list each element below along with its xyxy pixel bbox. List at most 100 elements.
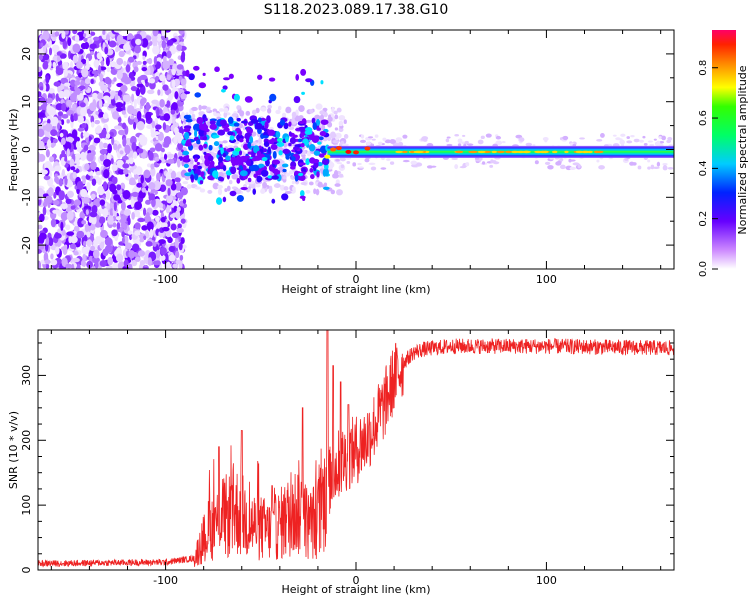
spectrogram-halo-cell <box>389 139 397 144</box>
spectrogram-noise-cell <box>139 98 145 107</box>
spectrogram-band-peak <box>477 150 486 154</box>
spectrogram-halo-cell <box>213 111 217 116</box>
spectrogram-scatter-cell <box>215 165 221 170</box>
spectrogram-scatter-cell <box>212 170 219 178</box>
spectrogram-noise-cell <box>66 99 73 107</box>
spectrogram-hot-cell <box>345 149 352 154</box>
spectrogram-noise-cell <box>89 223 96 231</box>
spectrogram-noise-cell <box>44 123 53 132</box>
spectrogram-noise-cell <box>137 177 142 185</box>
spectrogram-noise-cell <box>43 60 49 66</box>
spectrogram-noise-cell <box>71 129 78 139</box>
spectrogram-noise-cell <box>78 85 86 90</box>
spectrogram-noise-cell <box>84 163 90 171</box>
spectrogram-halo-cell <box>653 138 657 141</box>
spectrogram-noise-cell <box>86 231 91 238</box>
spectrogram-ylabel: Frequency (Hz) <box>7 109 20 192</box>
spectrogram-noise-cell <box>150 167 156 177</box>
spectrogram-halo-cell <box>183 117 187 125</box>
spectrogram-noise-cell <box>161 39 167 49</box>
spectrogram-halo-cell <box>568 158 572 163</box>
spectrogram-scatter-cell <box>260 169 269 177</box>
spectrogram-halo-cell <box>579 137 585 140</box>
spectrogram-noise-cell <box>123 60 127 67</box>
spectrogram-halo-cell <box>643 143 648 146</box>
spectrogram-noise-cell <box>166 100 171 108</box>
spectrogram-noise-cell <box>56 55 61 62</box>
spectrogram-halo-cell <box>236 105 241 110</box>
snr-ticks: -100 0 100 0 100 200 300 <box>20 330 674 587</box>
spectrogram-noise-cell <box>119 39 127 45</box>
spectrogram-noise-cell <box>159 254 166 261</box>
spectrogram-scatter-cell <box>222 152 227 158</box>
spectrogram-noise-cell <box>180 218 186 224</box>
spectrogram-noise-cell <box>71 263 75 269</box>
spectrogram-noise-cell <box>180 187 188 196</box>
spectrogram-scatter-cell <box>232 150 240 156</box>
spectrogram-scatter-cell <box>226 148 231 153</box>
spectrogram-scatter-cell <box>289 136 296 145</box>
spectrogram-noise-cell <box>46 209 51 215</box>
spectrogram-noise-cell <box>42 125 47 131</box>
spectrogram-noise-cell <box>105 34 110 41</box>
spectrogram-noise-cell <box>168 168 173 173</box>
spectrogram-halo-cell <box>319 110 326 115</box>
spectrogram-noise-cell <box>112 263 118 269</box>
spectrogram-noise-cell <box>159 99 165 108</box>
spectrogram-halo-cell <box>300 181 308 186</box>
spectrogram-halo-cell <box>201 105 208 110</box>
spectrogram-noise-cell <box>40 96 45 104</box>
spectrogram-noise-cell <box>123 76 132 85</box>
spectrogram-halo-cell <box>620 133 626 137</box>
spectrogram-noise-cell <box>136 182 143 188</box>
spectrogram-halo-cell <box>335 179 340 185</box>
spectrogram-noise-cell <box>130 85 138 92</box>
spectrogram-scatter-cell <box>318 136 324 141</box>
spectrogram-noise-cell <box>160 246 167 255</box>
spectrogram-halo-cell <box>368 136 374 139</box>
spectrogram-noise-cell <box>113 143 118 151</box>
spectrogram-scatter-cell <box>227 116 234 124</box>
spectrogram-scatter-cell <box>239 170 248 177</box>
spectrogram-noise-cell <box>97 177 102 185</box>
spectrogram-noise-cell <box>39 232 47 240</box>
spectrogram-noise-cell <box>157 89 161 96</box>
spectrogram-scatter-cell <box>298 120 305 125</box>
spectrogram-noise-cell <box>113 77 117 82</box>
spectrogram-halo-cell <box>402 134 408 139</box>
spectrogram-halo-cell <box>389 161 395 165</box>
spectrogram-halo-cell <box>255 107 260 114</box>
spectrogram-noise-cell <box>93 36 100 41</box>
spectrogram-noise-cell <box>165 171 172 181</box>
spectrogram-noise-cell <box>66 136 74 143</box>
spectrogram-noise-cell <box>38 139 43 149</box>
spectrogram-noise-cell <box>182 198 187 204</box>
spectrogram-noise-cell <box>98 216 106 224</box>
spectrogram-ytick-label: -20 <box>20 236 33 254</box>
spectrogram-halo-cell <box>182 181 189 185</box>
spectrogram-halo-cell <box>596 138 603 142</box>
spectrogram-scatter-cell <box>298 126 306 131</box>
spectrogram-scatter-cell <box>225 155 231 161</box>
spectrogram-noise-cell <box>171 68 176 76</box>
spectrogram-noise-cell <box>117 169 125 175</box>
spectrogram-noise-cell <box>101 128 107 139</box>
spectrogram-scatter-cell <box>301 91 305 95</box>
spectrogram-noise-cell <box>66 190 74 198</box>
spectrogram-scatter-cell <box>288 121 292 127</box>
spectrogram-noise-cell <box>162 60 171 70</box>
spectrogram-scatter-cell <box>212 134 220 139</box>
spectrogram-halo-cell <box>292 186 296 192</box>
spectrogram-noise-cell <box>59 132 64 138</box>
spectrogram-halo-cell <box>515 134 523 139</box>
spectrogram-halo-cell <box>346 160 351 164</box>
spectrogram-noise-cell <box>62 39 68 49</box>
spectrogram-noise-cell <box>123 208 132 216</box>
spectrogram-halo-cell <box>467 143 474 146</box>
spectrogram-halo-cell <box>336 107 342 113</box>
spectrogram-noise-cell <box>92 92 98 98</box>
snr-xtick-label: 100 <box>536 574 557 587</box>
spectrogram-halo-cell <box>662 162 668 166</box>
spectrogram-xlabel: Height of straight line (km) <box>281 283 430 296</box>
spectrogram-noise-cell <box>106 66 111 73</box>
